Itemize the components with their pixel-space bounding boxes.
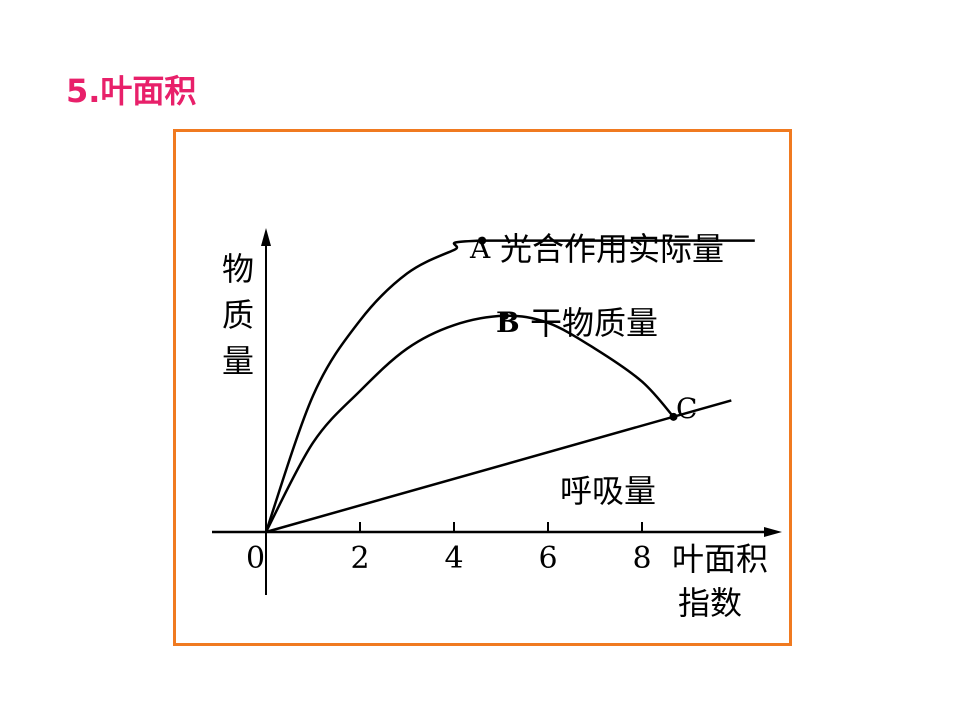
point-label-b: B (496, 306, 520, 339)
y-axis-arrow-icon (261, 228, 271, 246)
series-label-photosynthesis: 光合作用实际量 (500, 230, 724, 268)
point-marker-a (478, 236, 487, 245)
x-tick-label: 6 (538, 541, 557, 576)
point-label-a: A (469, 232, 491, 265)
x-tick-label: 2 (350, 541, 369, 576)
x-tick-label: 4 (444, 541, 463, 576)
axes: 2 4 6 8 (212, 228, 782, 595)
series-photosynthesis (264, 239, 755, 533)
x-axis-label-line1: 叶面积 (672, 540, 768, 578)
origin-label: 0 (246, 541, 265, 576)
point-label-c: C (676, 392, 697, 425)
y-axis-label: 物质量 (222, 250, 254, 380)
series-respiration (265, 399, 732, 534)
series-dry-matter (264, 314, 675, 533)
series-group (264, 236, 755, 534)
point-marker-c (669, 412, 678, 421)
series-label-respiration: 呼吸量 (560, 472, 656, 510)
chart-frame (173, 129, 792, 646)
x-axis-arrow-icon (764, 527, 782, 537)
slide-title: 5.叶面积 (66, 72, 197, 110)
point-marker-b (500, 311, 509, 320)
x-tick-label: 8 (632, 541, 651, 576)
series-label-dry-matter: 干物质量 (530, 304, 658, 342)
x-axis-label-line2: 指数 (678, 584, 742, 622)
